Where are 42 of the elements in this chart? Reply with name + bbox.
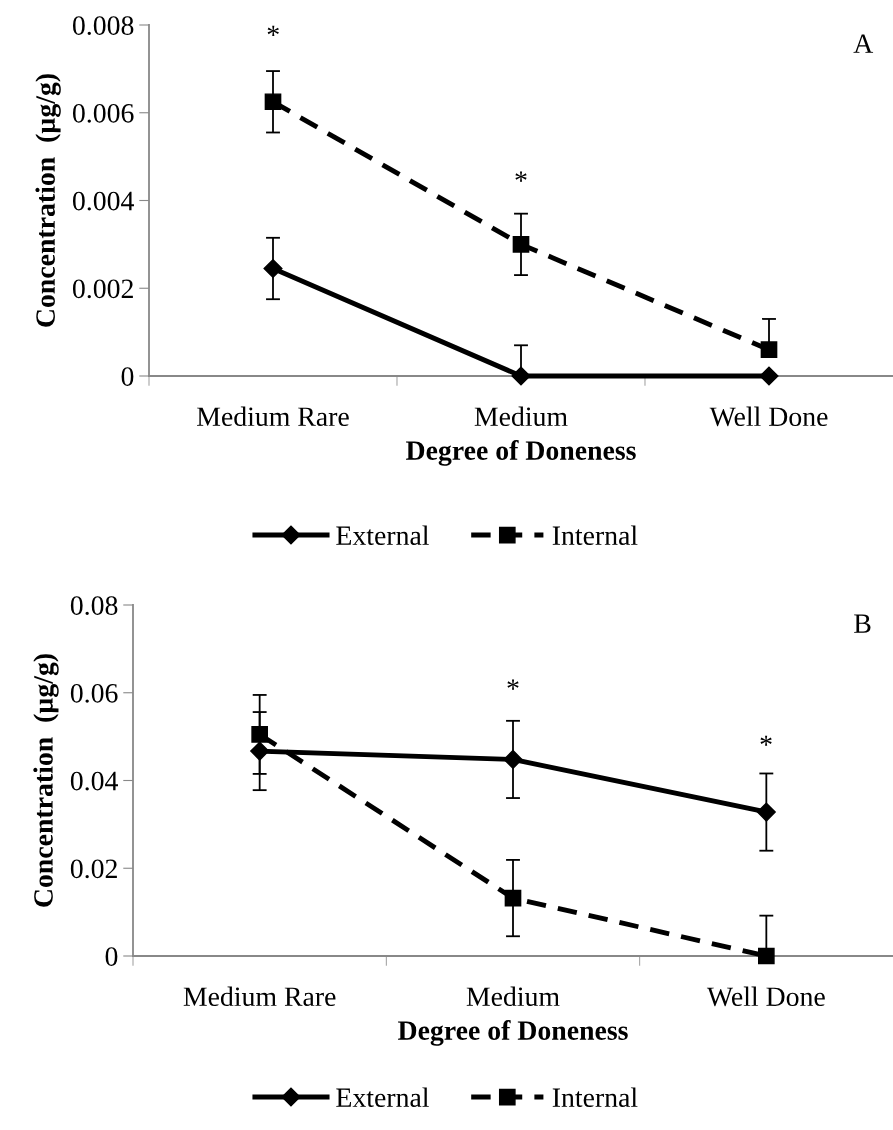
x-tick-label: Medium Rare (197, 406, 349, 427)
y-tick-label: 0.002 (72, 279, 133, 299)
point (757, 947, 775, 965)
legend-label: Internal (552, 1087, 638, 1108)
y-axis-title: Concentration (µg/g) (35, 74, 61, 327)
y-tick-label: 0.04 (70, 771, 118, 791)
y-tick-label: 0.006 (72, 103, 134, 123)
legend-label: External (336, 525, 429, 546)
y-tick-label: 0.008 (72, 16, 134, 36)
annotation: A (853, 34, 874, 53)
y-tick-label: 0.004 (72, 191, 134, 211)
point (511, 366, 531, 386)
y-tick-label: 0 (121, 367, 134, 386)
point (760, 341, 778, 359)
y-tick-label: 0.08 (70, 596, 118, 616)
point (503, 749, 523, 769)
x-axis-title: Degree of Doneness (406, 440, 636, 466)
point (504, 889, 522, 907)
y-tick-label: 0 (105, 947, 118, 966)
y-axis-title: Concentration (µg/g) (33, 654, 59, 907)
point (250, 741, 270, 761)
annotation: B (854, 614, 871, 633)
x-tick-label: Well Done (706, 986, 825, 1007)
point (512, 236, 530, 253)
legend-label: Internal (552, 525, 638, 546)
x-tick-label: Medium Rare (183, 986, 336, 1007)
annotation: * (760, 735, 772, 746)
y-tick-label: 0.02 (70, 859, 117, 879)
y-tick-label: 0.06 (70, 683, 118, 703)
point (756, 802, 776, 822)
annotation: * (515, 171, 527, 182)
point (251, 726, 269, 743)
x-tick-label: Well Done (709, 406, 828, 427)
x-tick-label: Medium (466, 986, 560, 1007)
legend-label: External (336, 1087, 429, 1108)
point (263, 258, 283, 279)
annotation: * (267, 25, 279, 36)
point (759, 366, 779, 386)
x-tick-label: Medium (474, 406, 568, 427)
point (264, 93, 282, 111)
annotation: * (507, 679, 519, 690)
x-axis-title: Degree of Doneness (398, 1020, 628, 1046)
